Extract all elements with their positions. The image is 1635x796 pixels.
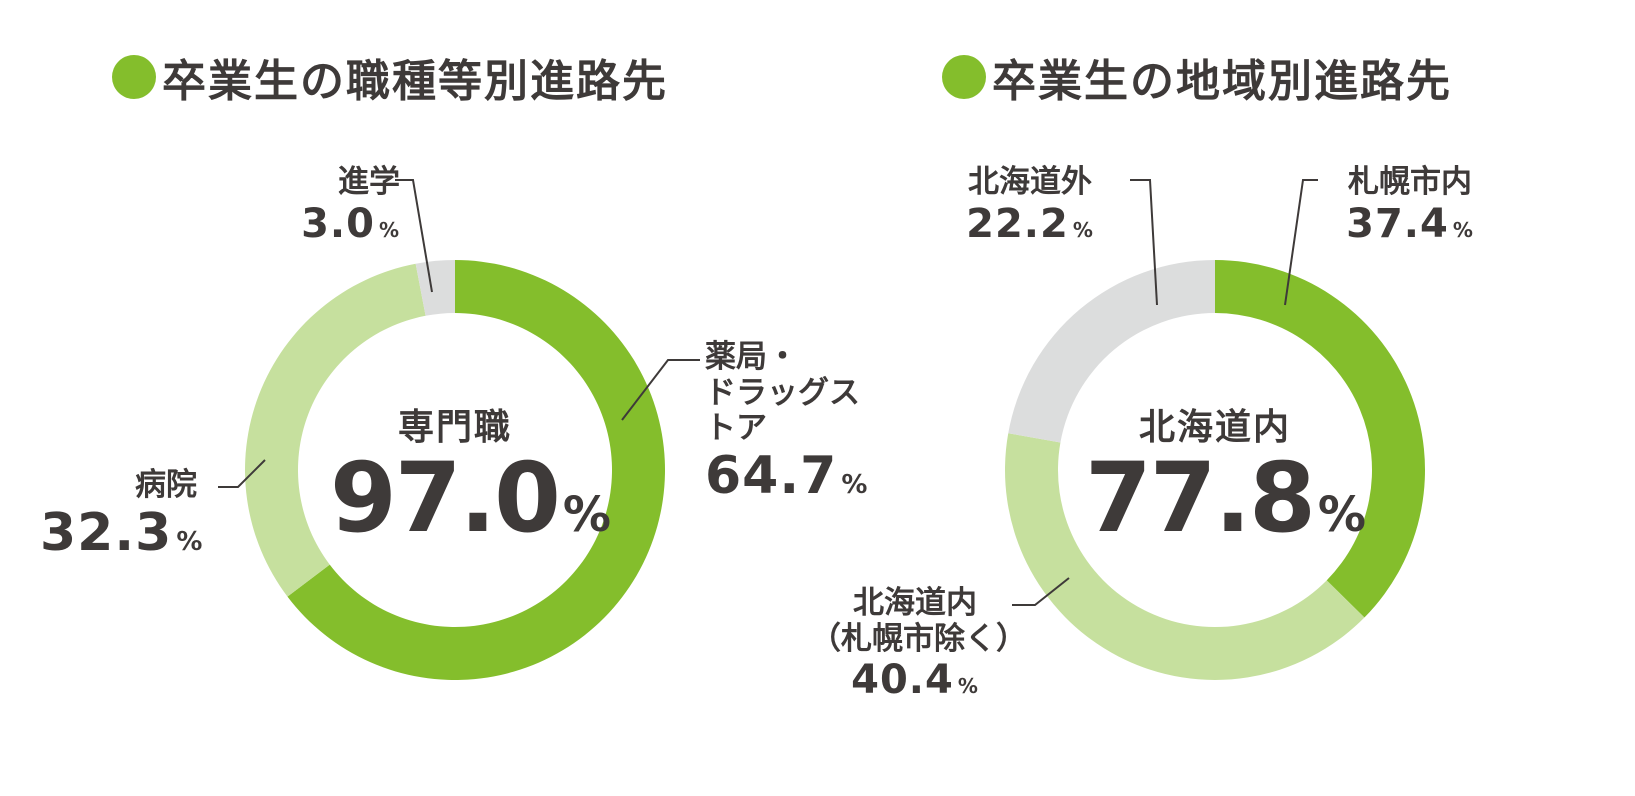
slice-label-hospital: 病院 32.3% <box>40 467 204 563</box>
region-slice-1 <box>1005 433 1365 681</box>
slice-name-sapporo: 札幌市内 <box>1348 164 1472 200</box>
slice-name-hospital: 病院 <box>135 467 197 503</box>
slice-value-pharmacy: 64.7% <box>705 445 869 506</box>
slice-name-outside-hokkaido: 北海道外 <box>968 164 1092 200</box>
occupation-center-value: 97.0% <box>330 442 611 554</box>
slice-name-hokkaido-line1: 北海道内 <box>853 585 977 621</box>
slice-name-pharmacy-line1: 薬局・ <box>705 339 798 375</box>
region-leader-line-0 <box>1130 179 1158 306</box>
region-center-value: 77.8% <box>1085 442 1366 554</box>
slice-value-hospital: 32.3% <box>40 502 204 563</box>
slice-label-further-study: 進学 3.0% <box>300 164 400 247</box>
slice-value-sapporo: 37.4% <box>1346 200 1474 247</box>
slice-name-further-study: 進学 <box>338 164 400 200</box>
occupation-donut-chart <box>218 179 700 681</box>
occupation-chart-heading: 卒業生の職種等別進路先 <box>112 45 668 109</box>
region-slice-0 <box>1215 260 1425 618</box>
occupation-leader-line-1 <box>621 359 700 421</box>
green-dot-icon <box>942 55 986 99</box>
occupation-slice-1 <box>245 263 426 597</box>
slice-label-pharmacy: 薬局・ ドラッグストア 64.7% <box>705 339 869 507</box>
region-chart-title: 卒業生の地域別進路先 <box>992 56 1452 107</box>
occupation-chart-title: 卒業生の職種等別進路先 <box>162 56 668 107</box>
occupation-slice-2 <box>415 260 455 316</box>
region-chart-panel: 卒業生の地域別進路先 北海道内 77.8% 北海道外 22.2% 札幌市内 37… <box>810 0 1630 796</box>
occupation-leader-line-0 <box>395 179 433 293</box>
region-center: 北海道内 77.8% <box>1085 398 1366 554</box>
slice-value-hokkaido-excl-sapporo: 40.4% <box>851 657 979 704</box>
occupation-center: 専門職 97.0% <box>330 398 611 554</box>
region-center-label: 北海道内 <box>1138 407 1291 448</box>
occupation-chart-panel: 卒業生の職種等別進路先 専門職 97.0% 進学 3.0% 薬局・ ドラッグスト… <box>0 0 867 796</box>
slice-name-hokkaido-line2: （札幌市除く） <box>810 620 1027 657</box>
slice-value-outside-hokkaido: 22.2% <box>966 200 1094 247</box>
slice-name-pharmacy-line2: ドラッグストア <box>705 374 860 447</box>
slice-label-hokkaido-excl-sapporo: 北海道内 （札幌市除く） 40.4% <box>810 585 1027 704</box>
occupation-center-label: 専門職 <box>397 407 512 448</box>
region-slice-2 <box>1008 260 1215 443</box>
region-chart-heading: 卒業生の地域別進路先 <box>942 45 1452 109</box>
occupation-leader-line-2 <box>218 459 266 488</box>
region-leader-line-1 <box>1284 179 1318 306</box>
region-donut-chart <box>1005 179 1425 681</box>
slice-label-outside-hokkaido: 北海道外 22.2% <box>955 164 1105 247</box>
slice-label-sapporo: 札幌市内 37.4% <box>1335 164 1485 247</box>
region-leader-line-2 <box>1012 577 1070 606</box>
green-dot-icon <box>112 55 156 99</box>
slice-value-further-study: 3.0% <box>301 200 400 247</box>
